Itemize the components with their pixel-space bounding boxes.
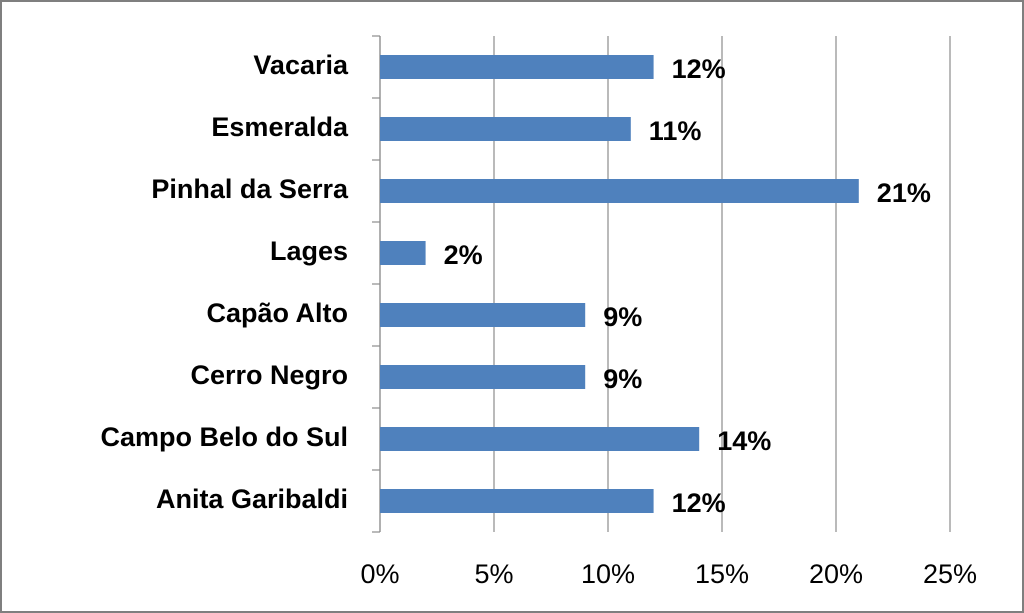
value-label: 2% [444,240,483,270]
value-label: 12% [672,488,726,518]
x-tick-label: 5% [474,559,513,589]
bar [380,303,586,327]
y-tick-label: Pinhal da Serra [151,174,349,204]
value-label: 14% [717,426,771,456]
bar [380,427,700,451]
x-tick-label: 0% [360,559,399,589]
value-label: 12% [672,54,726,84]
y-tick-label: Capão Alto [207,298,349,328]
value-label: 21% [877,178,931,208]
value-label: 11% [649,116,702,146]
y-tick-label: Lages [270,236,348,266]
x-tick-label: 10% [581,559,635,589]
value-label: 9% [603,364,642,394]
y-tick-label: Vacaria [253,50,349,80]
bar [380,241,426,265]
bar [380,55,654,79]
y-tick-label: Campo Belo do Sul [100,422,348,452]
y-tick-label: Anita Garibaldi [156,484,348,514]
bar [380,179,859,203]
bar [380,365,586,389]
bar [380,489,654,513]
y-tick-label: Cerro Negro [190,360,348,390]
bar [380,117,631,141]
value-label: 9% [603,302,642,332]
x-tick-label: 25% [923,559,977,589]
x-tick-label: 15% [695,559,749,589]
y-tick-label: Esmeralda [211,112,349,142]
x-tick-label: 20% [809,559,863,589]
